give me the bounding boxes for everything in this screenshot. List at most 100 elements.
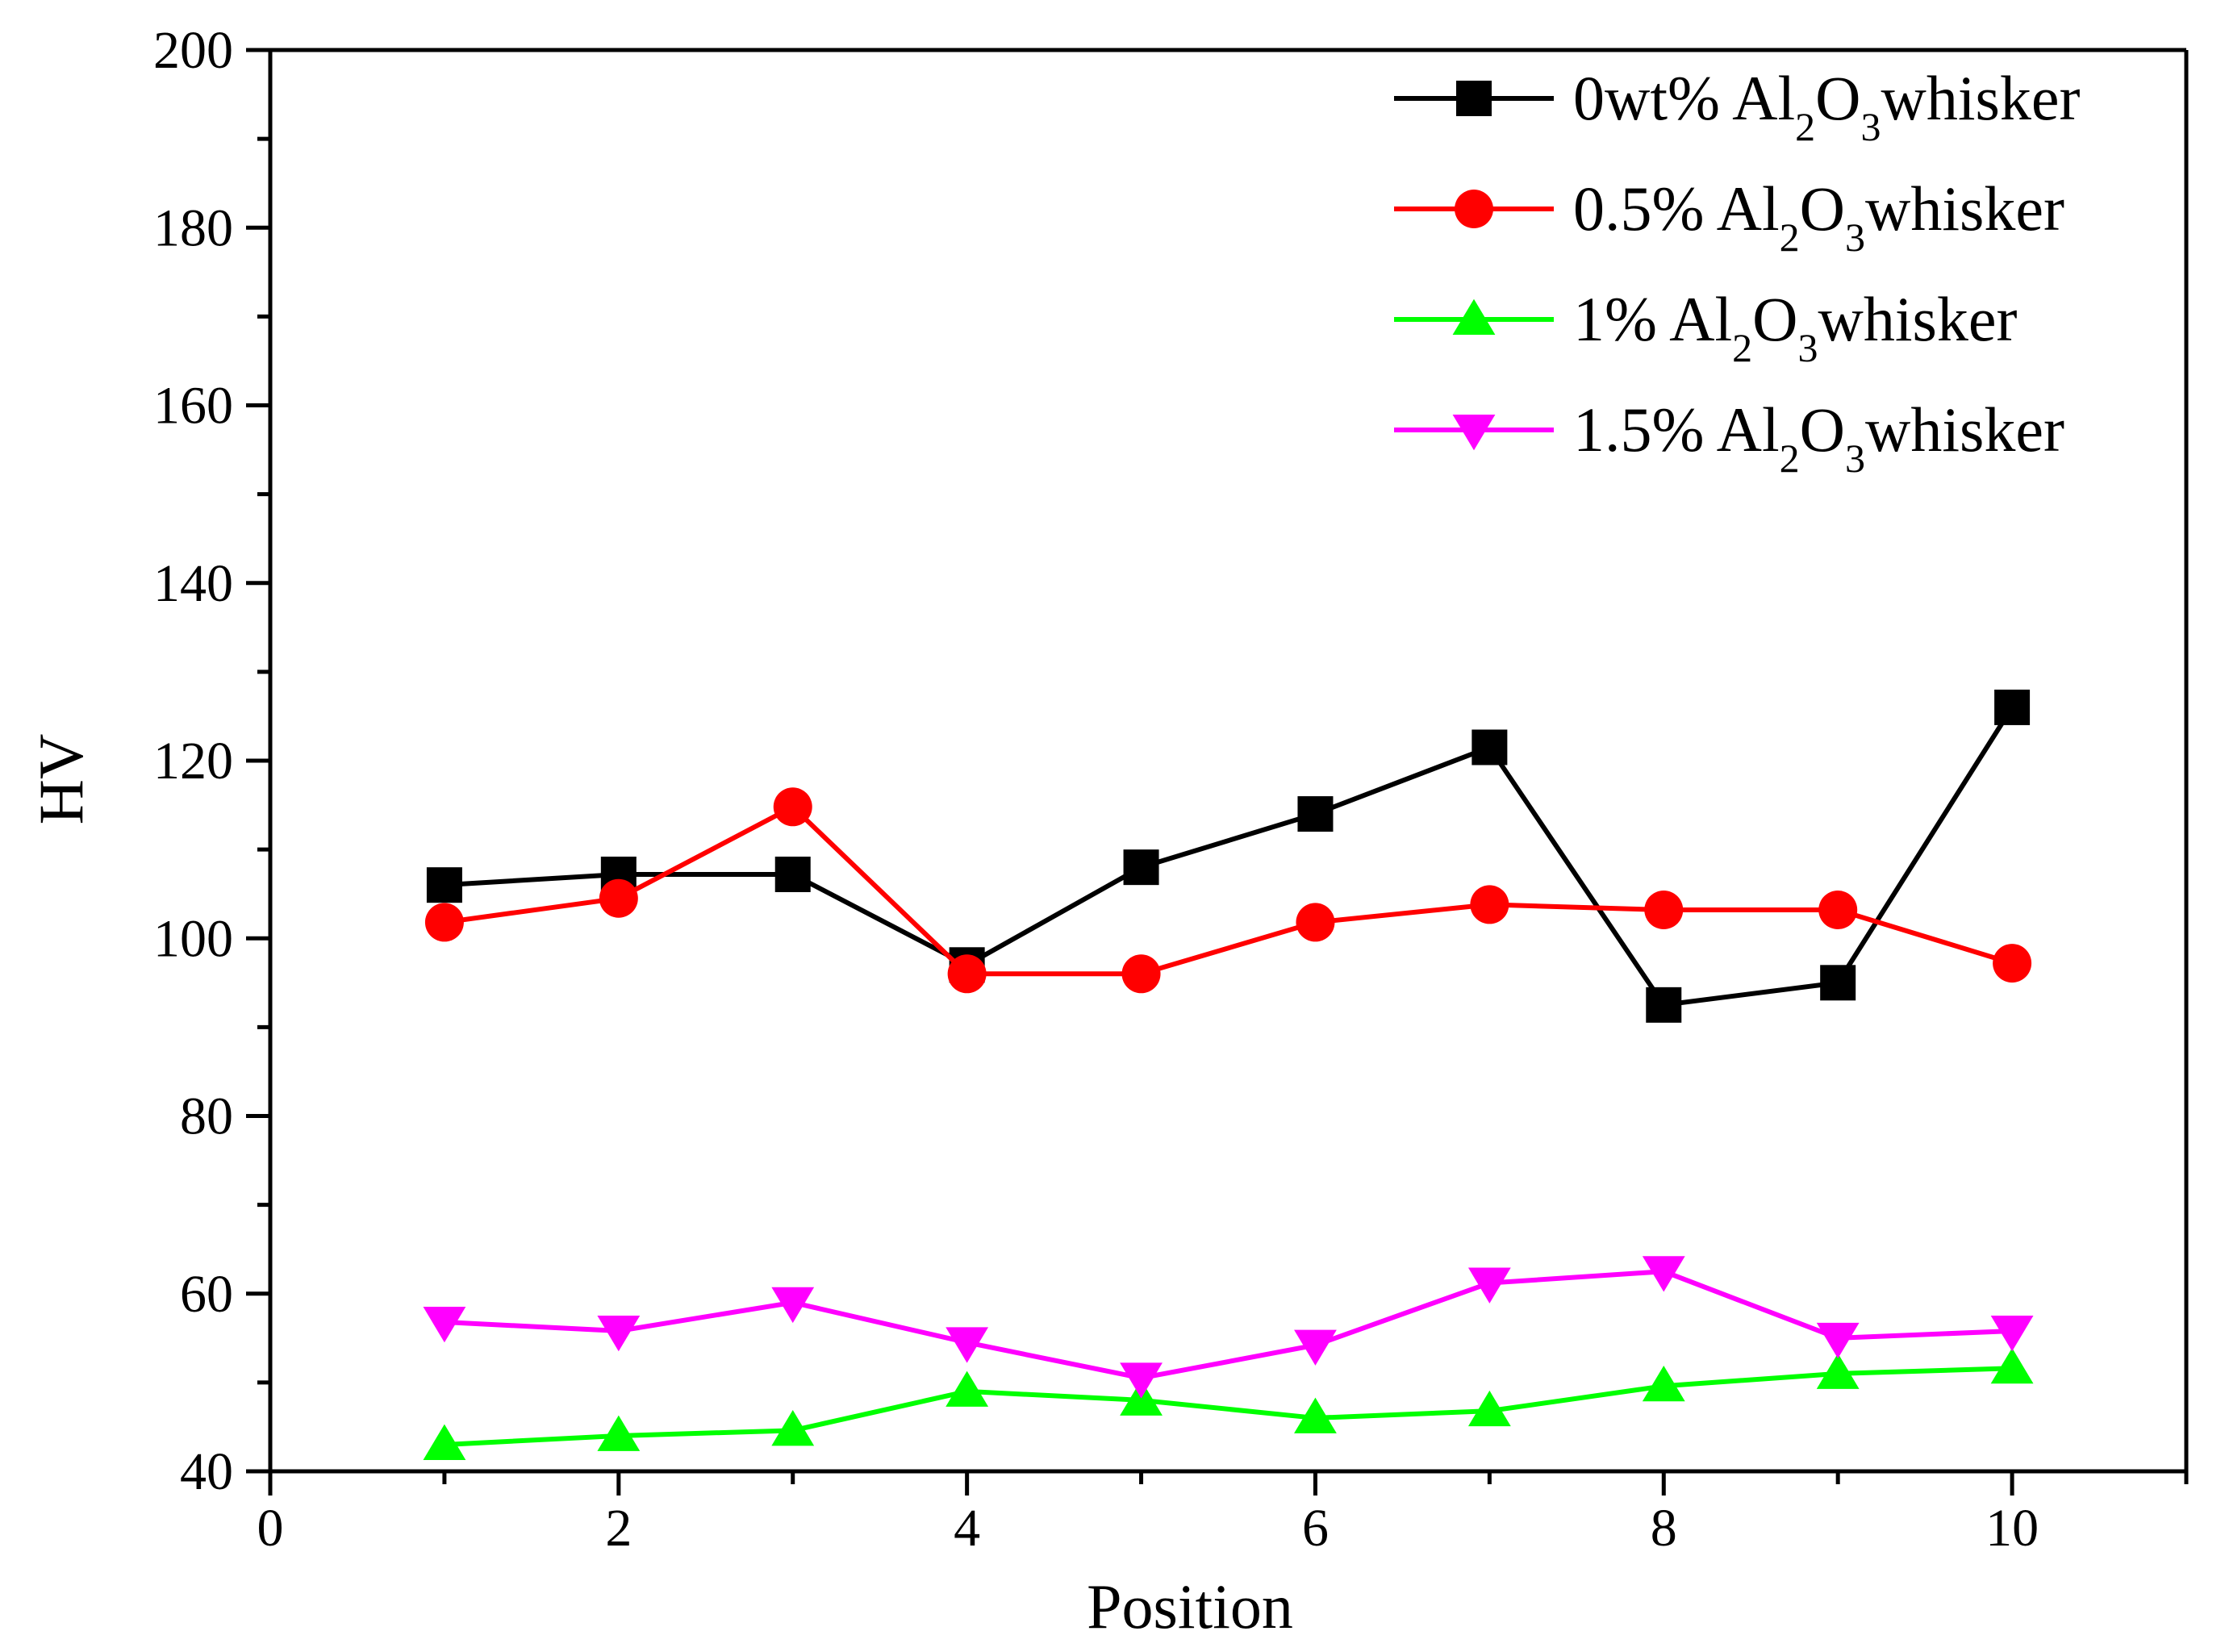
data-point (1467, 1390, 1511, 1427)
series-4 (423, 1256, 2034, 1399)
x-tick-label: 4 (954, 1499, 980, 1558)
data-point (423, 1424, 466, 1460)
y-tick-label: 180 (153, 198, 233, 257)
series-line (444, 803, 2013, 977)
legend-label-part: 2 (1732, 325, 1752, 370)
series-layer (423, 689, 2034, 1460)
legend-marker (1452, 415, 1496, 451)
legend-label-part: O (1800, 394, 1845, 465)
data-point (1120, 1362, 1163, 1399)
data-point (1990, 1316, 2034, 1352)
legend-label-part: 2 (1780, 436, 1800, 481)
data-point (1642, 1365, 1685, 1402)
y-tick-label: 160 (153, 377, 233, 436)
data-point (1467, 1267, 1511, 1304)
legend-label-part: O (1752, 284, 1797, 354)
legend-label-part: whisker (1865, 173, 2064, 244)
data-point (426, 867, 462, 903)
label-layer: Position HV (26, 734, 1293, 1642)
legend-item: 1.5% Al2O3whisker (1394, 394, 2064, 481)
legend-label: 1% Al2O3whisker (1573, 284, 2017, 370)
legend-marker (1452, 298, 1496, 335)
y-tick-label: 140 (153, 554, 233, 613)
legend-label-part: whisker (1881, 63, 2081, 133)
y-tick-label: 80 (180, 1087, 233, 1146)
y-tick-label: 120 (153, 732, 233, 791)
data-point (597, 1415, 641, 1451)
y-tick-label: 100 (153, 909, 233, 968)
data-point (1121, 954, 1161, 994)
series-line (444, 1366, 2013, 1447)
data-point (1294, 1397, 1337, 1433)
data-point (771, 1410, 815, 1446)
legend-label-part: 1.5% Al (1573, 394, 1780, 465)
data-point (1820, 965, 1856, 1001)
legend-label-part: 2 (1795, 104, 1815, 149)
data-point (1294, 1329, 1337, 1366)
y-tick-label: 200 (153, 21, 233, 80)
legend-label-part: 3 (1861, 104, 1881, 149)
data-point (774, 856, 811, 892)
legend-label-part: 3 (1845, 436, 1865, 481)
legend-label-part: 3 (1845, 215, 1865, 260)
legend-marker (1455, 190, 1493, 228)
legend-label-part: 0.5% Al (1573, 173, 1780, 244)
data-point (1296, 903, 1335, 942)
series-2 (424, 787, 2032, 994)
series-line (444, 706, 2014, 1008)
legend-label-part: whisker (1818, 284, 2018, 354)
legend-label-part: 2 (1780, 215, 1800, 260)
legend-label-part: O (1800, 173, 1845, 244)
data-point (1123, 849, 1159, 886)
legend-label: 0.5% Al2O3whisker (1573, 173, 2064, 260)
x-tick-label: 0 (257, 1499, 284, 1558)
x-tick-label: 2 (605, 1499, 632, 1558)
data-point (947, 954, 987, 994)
data-point (946, 1370, 989, 1407)
data-point (773, 787, 812, 827)
data-point (1297, 796, 1334, 832)
y-tick-label: 40 (180, 1442, 233, 1501)
data-point (1472, 729, 1508, 766)
data-point (599, 878, 638, 918)
x-tick-label: 10 (1985, 1499, 2039, 1558)
data-point (1816, 1322, 1860, 1359)
legend-label-part: 1% Al (1573, 284, 1732, 354)
data-point (1993, 944, 2032, 983)
legend-marker (1456, 81, 1492, 116)
legend-label-part: 0wt% Al (1573, 63, 1795, 133)
data-point (597, 1316, 641, 1352)
data-point (1470, 885, 1509, 924)
data-point (1818, 891, 1858, 930)
x-axis-label: Position (1087, 1571, 1293, 1642)
legend-label-part: O (1815, 63, 1860, 133)
y-tick-label: 60 (180, 1265, 233, 1324)
data-point (1990, 1347, 2034, 1384)
axes-layer: 40 60 80 100 120 140 160 180 200 0 2 4 6 8 10 (153, 21, 2189, 1558)
series-line (444, 1269, 2013, 1381)
y-axis-label: HV (26, 734, 96, 825)
data-point (423, 1307, 466, 1343)
data-point (1994, 689, 2031, 725)
legend-item: 0wt% Al2O3whisker (1394, 63, 2080, 149)
legend-label: 0wt% Al2O3whisker (1573, 63, 2080, 149)
series-3 (423, 1347, 2034, 1460)
data-point (1644, 891, 1684, 930)
legend-label-part: whisker (1865, 394, 2064, 465)
legend-item: 0.5% Al2O3whisker (1394, 173, 2064, 260)
legend-label-part: 3 (1798, 325, 1818, 370)
legend-item: 1% Al2O3whisker (1394, 284, 2017, 370)
x-tick-label: 8 (1651, 1499, 1677, 1558)
data-point (946, 1327, 989, 1363)
data-point (424, 903, 464, 942)
data-point (1816, 1353, 1860, 1389)
data-point (1646, 987, 1682, 1023)
data-point (1642, 1256, 1685, 1292)
series-1 (426, 689, 2031, 1023)
x-tick-label: 6 (1302, 1499, 1329, 1558)
data-point (771, 1287, 815, 1324)
